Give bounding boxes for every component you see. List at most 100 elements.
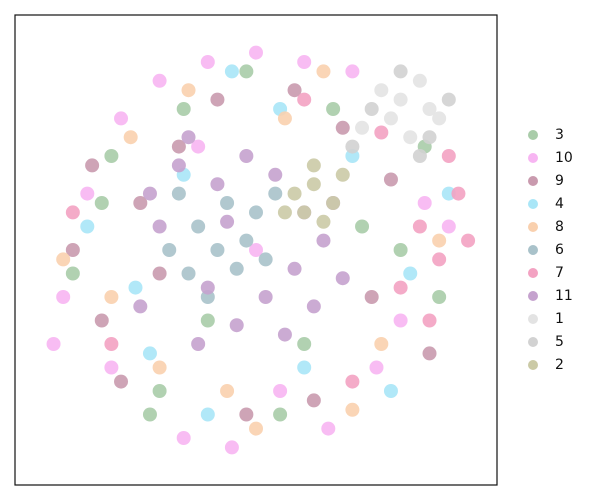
data-point: [176, 431, 191, 445]
data-point: [383, 111, 398, 126]
data-point: [345, 139, 360, 154]
data-point: [321, 421, 336, 436]
data-point: [287, 83, 302, 98]
data-point: [393, 280, 408, 295]
data-point: [403, 130, 418, 145]
data-point: [171, 139, 186, 154]
data-point: [162, 243, 177, 257]
legend-label: 7: [555, 265, 564, 281]
data-point: [316, 233, 331, 248]
data-point: [297, 55, 312, 69]
legend-label: 11: [555, 288, 573, 304]
data-point: [258, 290, 273, 304]
data-point: [200, 280, 215, 295]
data-point: [114, 374, 129, 389]
legend-label: 6: [555, 242, 564, 258]
data-point: [249, 421, 263, 436]
data-point: [432, 233, 447, 248]
data-point: [249, 45, 263, 60]
data-point: [412, 73, 427, 88]
data-point: [152, 219, 167, 234]
data-point: [422, 102, 437, 116]
data-point: [65, 243, 80, 257]
data-point: [65, 205, 80, 220]
data-point: [364, 102, 379, 116]
data-point: [422, 346, 437, 361]
data-point: [239, 233, 254, 248]
data-point: [210, 177, 225, 192]
data-point: [181, 266, 196, 281]
data-point: [80, 186, 95, 201]
legend-marker: [528, 176, 538, 186]
legend-label: 10: [555, 150, 573, 166]
data-point: [441, 149, 456, 163]
data-point: [432, 252, 447, 267]
data-point: [383, 384, 398, 398]
data-point: [355, 219, 370, 234]
data-point: [80, 219, 95, 234]
legend-label: 4: [555, 196, 564, 212]
data-point: [345, 402, 360, 417]
data-point: [239, 64, 254, 79]
data-point: [229, 318, 244, 333]
data-point: [133, 196, 148, 210]
data-point: [335, 271, 350, 286]
data-point: [104, 149, 119, 163]
data-point: [176, 102, 191, 116]
data-point: [374, 125, 389, 140]
data-point: [306, 177, 321, 192]
data-point: [441, 219, 456, 234]
data-point: [345, 374, 360, 389]
data-point: [200, 407, 215, 422]
data-point: [422, 130, 437, 145]
data-point: [152, 73, 167, 88]
data-point: [297, 92, 312, 107]
data-point: [200, 313, 215, 328]
data-point: [316, 64, 331, 79]
data-point: [268, 167, 283, 182]
legend-marker: [528, 245, 538, 255]
data-point: [123, 130, 138, 145]
data-point: [277, 327, 292, 342]
legend-marker: [528, 291, 538, 301]
data-point: [273, 407, 288, 422]
data-point: [142, 407, 157, 422]
data-point: [422, 313, 437, 328]
data-point: [374, 83, 389, 98]
legend-label: 9: [555, 173, 564, 189]
data-point: [224, 64, 239, 79]
data-point: [355, 120, 370, 135]
data-point: [220, 384, 235, 398]
data-point: [383, 172, 398, 187]
data-point: [393, 92, 408, 107]
data-point: [374, 337, 389, 351]
data-point: [441, 92, 456, 107]
data-point: [191, 219, 206, 234]
legend-label: 2: [555, 357, 564, 373]
data-point: [220, 214, 235, 229]
legend-marker: [528, 222, 538, 232]
data-point: [94, 313, 109, 328]
data-point: [287, 186, 302, 201]
data-point: [249, 205, 263, 220]
data-point: [287, 261, 302, 276]
legend-marker: [528, 268, 538, 278]
data-point: [277, 205, 292, 220]
data-point: [258, 252, 273, 267]
data-point: [306, 393, 321, 408]
data-point: [142, 346, 157, 361]
data-point: [432, 290, 447, 304]
data-point: [56, 290, 71, 304]
legend-marker: [528, 314, 538, 324]
data-point: [412, 149, 427, 163]
data-point: [220, 196, 235, 210]
data-point: [224, 440, 239, 455]
data-point: [200, 55, 215, 69]
data-point: [171, 186, 186, 201]
data-point: [229, 261, 244, 276]
data-point: [297, 205, 312, 220]
legend-marker: [528, 360, 538, 370]
data-point: [181, 83, 196, 98]
data-point: [441, 186, 456, 201]
data-point: [65, 266, 80, 281]
